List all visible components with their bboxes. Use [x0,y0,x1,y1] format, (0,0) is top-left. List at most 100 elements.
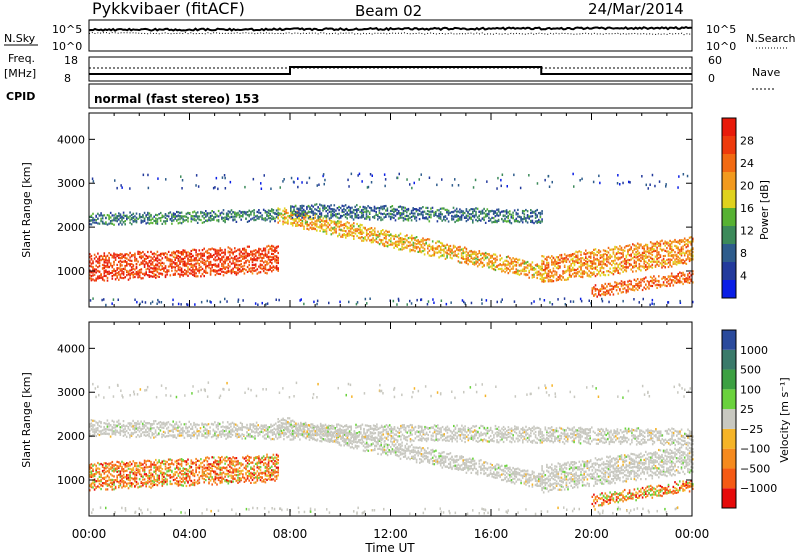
power-marks-cell [213,211,215,214]
velocity-marks-cell [171,469,173,472]
power-marks-cell [198,257,201,260]
power-marks-cell [97,212,99,215]
power-marks-cell [454,253,456,256]
power-marks-cell [135,262,138,266]
power-marks-cell [155,257,157,260]
power-marks-cell [483,255,485,258]
power-marks-cell [185,251,188,254]
power-marks-cell [406,244,408,247]
power-marks-cell [633,264,636,267]
velocity-marks-cell [159,462,162,465]
power-marks-cell [369,173,372,176]
power-marks-cell [277,269,279,272]
power-marks-cell [383,234,386,237]
velocity-marks-cell [169,480,172,483]
power-marks-cell [211,254,213,258]
power-marks-cell [526,216,529,219]
power-marks-cell [404,215,406,218]
power-marks-cell [325,210,327,213]
power-marks-cell [177,268,180,271]
power-marks-cell [150,259,152,262]
power-marks-cell [674,280,676,283]
velocity-marks-cell [164,465,167,468]
power-marks-cell [362,215,365,218]
power-marks-cell [607,251,610,254]
power-marks-cell [200,210,202,214]
power-marks-cell [303,216,305,219]
power-marks-cell [293,219,296,223]
power-marks-cell [607,261,610,264]
power-marks-cell [171,262,173,266]
power-marks-cell [567,268,569,271]
power-marks-cell [526,264,529,267]
power-marks-cell [438,256,440,259]
power-marks-cell [206,251,209,255]
power-marks-cell [262,247,265,250]
power-marks-cell [308,228,310,231]
power-marks-cell [258,217,260,220]
power-marks-cell [272,217,275,220]
power-marks-cell [623,246,626,249]
power-marks-cell [411,249,413,252]
power-marks-cell [205,215,207,218]
power-marks-cell [370,209,373,212]
power-marks-cell [182,257,184,260]
power-marks-cell [378,209,381,212]
power-marks-cell [325,224,328,227]
power-marks-cell [319,207,321,210]
power-marks-cell [682,261,684,265]
power-marks-cell [156,271,159,274]
power-marks-cell [317,226,320,229]
power-marks-cell [209,272,212,275]
power-marks-cell [394,235,397,238]
power-marks-cell [591,272,594,275]
power-marks-cell [576,258,579,262]
power-marks-cell [402,216,405,220]
power-marks-cell [386,230,389,233]
power-marks-cell [431,210,434,213]
power-marks-cell [588,264,590,267]
power-marks-cell [614,266,616,269]
power-marks-cell [551,279,553,282]
power-marks-cell [559,254,561,257]
power-marks-cell [692,281,694,284]
power-marks-cell [472,221,474,224]
velocity-marks-cell [103,462,106,465]
velocity-marks-cell [130,463,133,466]
power-marks-cell [425,241,427,244]
power-marks-cell [523,260,526,263]
power-marks-cell [594,275,597,278]
velocity-marks-cell [147,474,149,477]
power-marks-cell [164,213,167,216]
power-marks-cell [301,224,304,227]
power-marks-cell [180,303,182,306]
power-marks-cell [148,265,151,268]
power-marks-cell [669,254,671,257]
power-marks-cell [349,208,352,211]
velocity-marks-cell [192,461,194,464]
power-marks-cell [187,217,189,220]
power-marks-cell [254,258,257,261]
power-marks-cell [670,241,673,244]
velocity-marks-cell [148,485,151,488]
power-marks-cell [171,222,173,225]
power-marks-cell [145,273,147,276]
power-marks-cell [219,300,222,304]
velocity-marks-cell [95,468,97,472]
power-marks-cell [488,260,490,263]
power-marks-cell [539,297,541,301]
power-marks-cell [243,249,246,252]
power-marks-cell [596,273,598,276]
velocity-marks-cell [187,458,189,461]
power-marks-cell [685,246,688,249]
power-marks-cell [176,254,178,257]
power-marks-cell [348,222,350,225]
power-marks-cell [564,303,567,306]
power-marks-cell [488,266,490,269]
power-marks-cell [213,248,215,251]
power-marks-cell [677,240,679,243]
power-marks-cell [606,270,608,273]
power-marks-cell [185,215,188,218]
power-marks-cell [264,266,267,269]
power-marks-cell [502,261,505,264]
